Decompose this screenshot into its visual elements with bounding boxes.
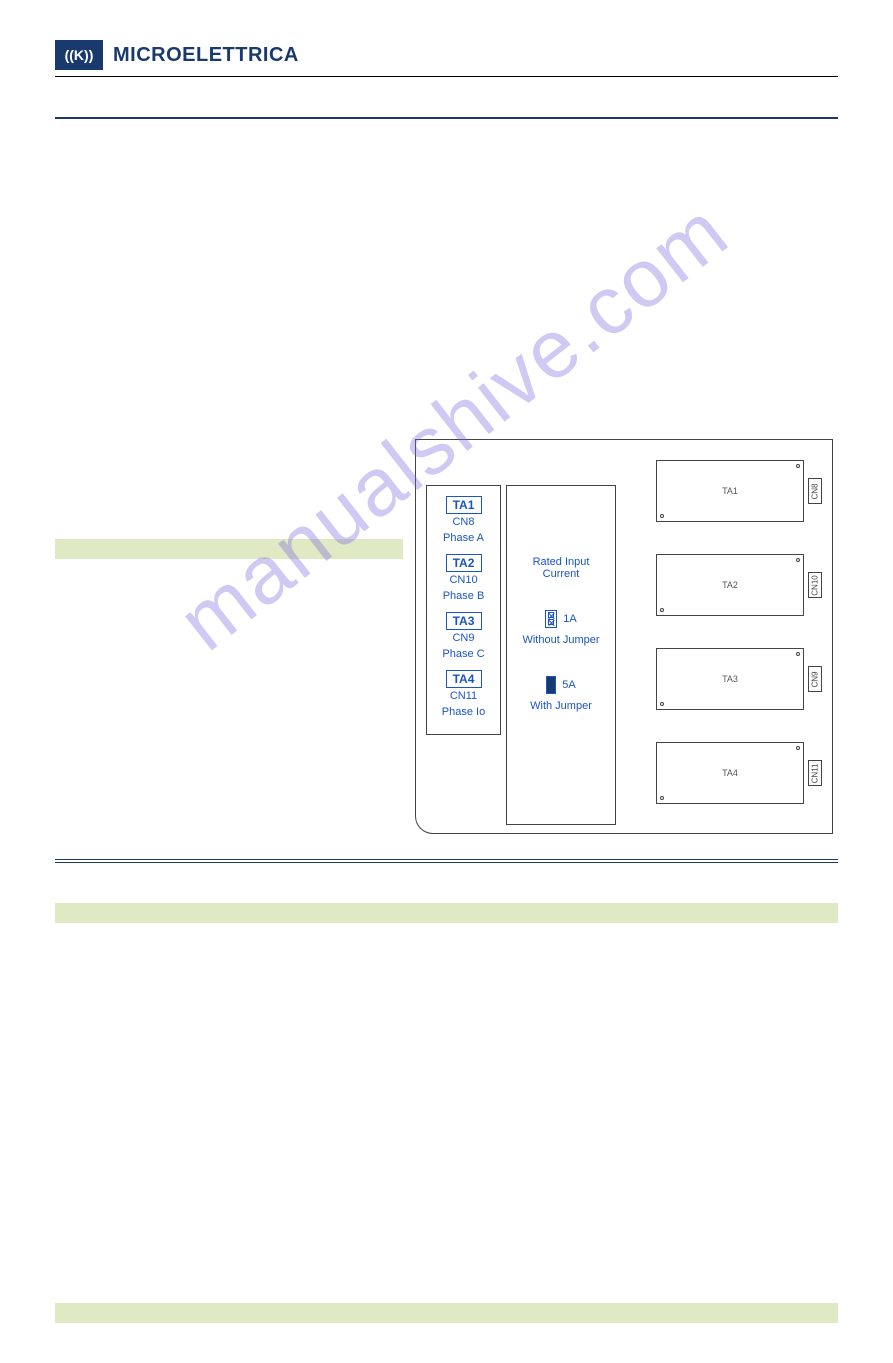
module-label: TA4 <box>722 768 738 778</box>
ta-tag: TA4 <box>446 670 482 688</box>
channel-entry: TA4 CN11 Phase Io <box>431 670 496 718</box>
phase-label: Phase Io <box>431 706 496 718</box>
ta-tag: TA2 <box>446 554 482 572</box>
phase-label: Phase A <box>431 532 496 544</box>
module-ta1: TA1 <box>656 460 804 522</box>
module-label: TA1 <box>722 486 738 496</box>
pcb-diagram: TA1 CN8 Phase A TA2 CN10 Phase B TA3 CN9… <box>415 439 833 834</box>
connector-tab: CN8 <box>808 478 822 504</box>
amp-5a: 5A <box>562 679 575 691</box>
module-ta2: TA2 <box>656 554 804 616</box>
connector-tab: CN9 <box>808 666 822 692</box>
channel-entry: TA2 CN10 Phase B <box>431 554 496 602</box>
module-ta3: TA3 <box>656 648 804 710</box>
header-rule <box>55 76 838 77</box>
ta-tag: TA1 <box>446 496 482 514</box>
module-ta4: TA4 <box>656 742 804 804</box>
cn-label: CN8 <box>431 516 496 528</box>
without-jumper-label: Without Jumper <box>507 634 615 646</box>
rated-input-label: Rated Input Current <box>507 556 615 580</box>
channel-legend: TA1 CN8 Phase A TA2 CN10 Phase B TA3 CN9… <box>426 485 501 735</box>
amp-1a: 1A <box>563 613 576 625</box>
cn-label: CN10 <box>431 574 496 586</box>
cn-label: CN9 <box>431 632 496 644</box>
jumper-legend: Rated Input Current 1A Without Jumper 5A… <box>506 485 616 825</box>
brand-name: MICROELETTRICA <box>113 44 299 67</box>
jumper-open-icon <box>545 610 557 628</box>
phase-label: Phase C <box>431 648 496 660</box>
with-jumper-label: With Jumper <box>507 700 615 712</box>
jumper-closed-icon <box>546 676 556 694</box>
section-bottom-rule <box>55 859 838 860</box>
module-label: TA2 <box>722 580 738 590</box>
phase-label: Phase B <box>431 590 496 602</box>
section-title-bar-1 <box>55 539 403 559</box>
cn-label: CN11 <box>431 690 496 702</box>
connector-tab: CN11 <box>808 760 822 786</box>
module-label: TA3 <box>722 674 738 684</box>
section-title-bar-2 <box>55 903 838 923</box>
channel-entry: TA3 CN9 Phase C <box>431 612 496 660</box>
brand-logo: ((K)) <box>55 40 103 70</box>
ta-tag: TA3 <box>446 612 482 630</box>
connector-tab: CN10 <box>808 572 822 598</box>
section-title-bar-3 <box>55 1303 838 1323</box>
page-header: ((K)) MICROELETTRICA <box>55 40 838 70</box>
logo-glyph: ((K)) <box>65 47 94 63</box>
channel-entry: TA1 CN8 Phase A <box>431 496 496 544</box>
section-bottom-rule-2 <box>55 862 838 863</box>
